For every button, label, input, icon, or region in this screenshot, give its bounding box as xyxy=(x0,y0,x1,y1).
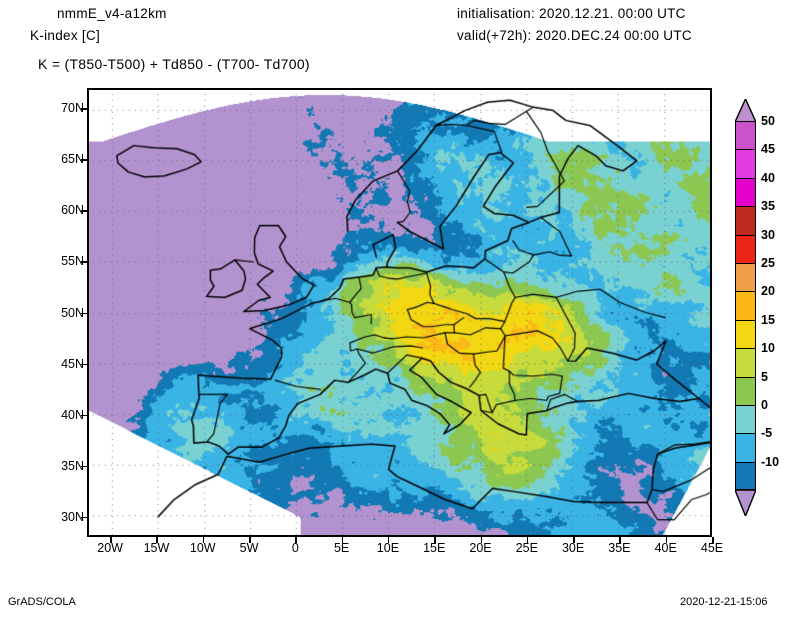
colorbar-tick-label: -5 xyxy=(761,426,773,441)
colorbar-band-30: 30 xyxy=(735,228,775,263)
y-axis-tick xyxy=(81,210,87,212)
x-axis-tick xyxy=(480,537,483,543)
colorbar-tick-label: 40 xyxy=(761,170,775,185)
y-axis-tick xyxy=(81,312,87,314)
x-axis-tick xyxy=(387,537,390,543)
x-axis-tick xyxy=(202,537,205,543)
colorbar-tick-label: 25 xyxy=(761,255,775,270)
x-axis-tick xyxy=(110,537,112,543)
colorbar-tick-label: 45 xyxy=(761,142,775,157)
x-axis-label: 40E xyxy=(654,541,677,555)
x-axis-tick xyxy=(434,537,436,543)
x-axis-tick xyxy=(712,537,714,543)
colorbar-band-15: 15 xyxy=(735,313,775,349)
colorbar-tick-label: 20 xyxy=(761,284,775,299)
x-axis-label: 10E xyxy=(376,541,400,555)
colorbar-band-minus10: -10 xyxy=(735,455,779,491)
field-name-label: K-index [C] xyxy=(30,28,101,43)
y-axis-tick xyxy=(81,108,87,110)
x-axis-tick xyxy=(619,537,621,543)
colorbar-tick-label: 15 xyxy=(761,312,775,327)
x-axis-tick xyxy=(249,537,251,543)
x-axis-tick xyxy=(341,537,344,543)
y-axis-label: 50N xyxy=(61,305,84,320)
x-axis-tick xyxy=(526,537,529,543)
model-name-label: nmmE_v4-a12km xyxy=(57,6,167,21)
y-axis-label: 35N xyxy=(61,458,84,473)
colorbar-band-minus5: -5 xyxy=(735,426,772,462)
k-index-heatmap xyxy=(89,90,710,535)
colorbar-tick-label: 35 xyxy=(761,199,775,214)
x-axis-label: 5W xyxy=(239,541,259,555)
colorbar-band-25: 25 xyxy=(735,256,775,292)
y-axis-label: 60N xyxy=(61,203,84,218)
y-axis-label: 70N xyxy=(61,101,84,116)
colorbar-tick-label: 50 xyxy=(761,114,775,128)
colorbar-over-arrow xyxy=(735,99,756,122)
x-axis-label: 35E xyxy=(608,541,631,555)
x-axis-label: 45E xyxy=(700,541,724,555)
x-axis-tick xyxy=(573,537,575,543)
y-axis-tick xyxy=(81,516,87,519)
y-axis-label: 45N xyxy=(61,356,84,371)
y-axis-tick xyxy=(81,465,87,468)
producer-label: GrADS/COLA xyxy=(8,596,76,608)
colorbar-tick-label: -10 xyxy=(761,454,780,469)
y-axis-label: 55N xyxy=(61,254,84,269)
x-axis-label: 15E xyxy=(423,541,446,555)
y-axis-label: 65N xyxy=(61,152,84,167)
x-axis-label: 20E xyxy=(469,541,492,555)
colorbar-band-50: 50 xyxy=(735,114,775,150)
map-plot-frame xyxy=(87,88,712,537)
y-axis-label: 40N xyxy=(61,407,84,422)
x-axis-tick xyxy=(156,537,158,543)
y-axis-tick xyxy=(81,261,87,263)
x-axis-label: 25E xyxy=(515,541,538,555)
colorbar-under-arrow xyxy=(735,490,756,516)
x-axis-label: 10W xyxy=(189,541,216,555)
x-axis-label: 5E xyxy=(333,541,350,555)
colorbar-tick-label: 10 xyxy=(761,341,775,356)
colorbar-band-0: 0 xyxy=(735,398,768,434)
y-axis-tick xyxy=(81,414,87,417)
x-axis-tick xyxy=(295,537,297,543)
initialisation-label: initialisation: 2020.12.21. 00:00 UTC xyxy=(457,6,686,21)
y-axis-label: 30N xyxy=(61,509,84,524)
colorbar-band-35: 35 xyxy=(735,199,775,235)
x-axis-label: 15W xyxy=(143,541,170,555)
colorbar-band-40: 40 xyxy=(735,171,775,207)
valid-time-label: valid(+72h): 2020.DEC.24 00:00 UTC xyxy=(457,28,692,43)
colorbar-tick-label: 0 xyxy=(761,397,768,412)
colorbar-band-10: 10 xyxy=(735,341,775,377)
x-axis-tick xyxy=(665,537,668,543)
colorbar-band-45: 45 xyxy=(735,142,775,178)
colorbar: 50 45 40 35 30 25 20 15 10 5 0 -5 -10 xyxy=(735,114,779,491)
colorbar-band-5: 5 xyxy=(735,370,768,405)
colorbar-tick-label: 5 xyxy=(761,369,768,384)
x-axis-label: 30E xyxy=(561,541,585,555)
y-axis-tick xyxy=(81,363,87,366)
y-axis-tick xyxy=(81,159,87,161)
timestamp-label: 2020-12-21-15:06 xyxy=(680,596,768,608)
colorbar-tick-label: 30 xyxy=(761,227,775,242)
x-axis-label: 0 xyxy=(291,541,299,555)
colorbar-band-20: 20 xyxy=(735,284,775,320)
formula-label: K = (T850-T500) + Td850 - (T700- Td700) xyxy=(38,56,310,72)
x-axis-label: 20W xyxy=(97,541,123,555)
